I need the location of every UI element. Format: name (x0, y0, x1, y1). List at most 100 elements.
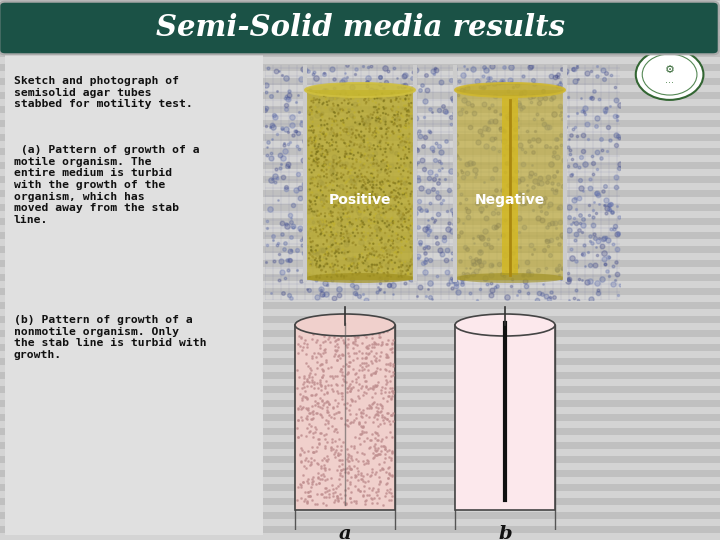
Point (315, 470, 326, 479)
Point (310, 132, 321, 141)
Point (386, 118, 397, 126)
Point (337, 116, 348, 125)
Point (307, 94, 318, 103)
Point (296, 444, 307, 453)
Point (355, 409, 366, 417)
Point (308, 377, 320, 386)
Bar (0, 379, 720, 386)
Point (381, 349, 392, 358)
Point (313, 140, 325, 149)
Point (357, 114, 369, 123)
Point (314, 341, 325, 349)
Point (389, 120, 400, 129)
Point (368, 165, 379, 174)
Point (400, 188, 412, 197)
Point (373, 449, 384, 458)
Point (326, 422, 338, 430)
Point (368, 399, 379, 407)
Point (332, 334, 343, 343)
Point (367, 184, 379, 192)
Point (368, 141, 379, 150)
Point (332, 356, 343, 364)
Point (306, 179, 318, 187)
Point (400, 205, 412, 214)
Point (322, 150, 333, 159)
Point (383, 179, 395, 188)
Point (343, 235, 355, 244)
Point (366, 384, 377, 393)
Point (395, 248, 407, 257)
Point (303, 137, 315, 145)
Point (325, 232, 336, 241)
Point (390, 247, 402, 256)
Bar (0, 533, 720, 540)
Point (336, 230, 347, 239)
Point (316, 396, 328, 404)
Point (346, 395, 357, 404)
Point (385, 372, 397, 381)
Point (347, 418, 359, 427)
Point (338, 205, 349, 214)
Bar (0, 505, 720, 512)
Point (312, 469, 323, 477)
Point (366, 343, 378, 352)
Point (390, 96, 402, 104)
Point (320, 441, 331, 450)
Point (338, 185, 349, 194)
Point (328, 404, 339, 413)
Point (341, 255, 352, 264)
Point (343, 362, 355, 370)
Point (305, 458, 317, 467)
Point (328, 170, 339, 178)
Point (380, 353, 392, 362)
Point (397, 132, 408, 141)
Point (377, 442, 389, 450)
Point (330, 496, 341, 504)
Point (371, 92, 382, 100)
Point (336, 271, 348, 279)
Point (356, 171, 368, 180)
Point (401, 91, 413, 99)
Point (392, 110, 403, 119)
Point (331, 160, 343, 169)
Bar (0, 253, 720, 260)
Point (296, 384, 307, 393)
Point (398, 245, 410, 254)
Point (315, 142, 326, 151)
Point (356, 362, 368, 371)
Point (311, 257, 323, 266)
Point (322, 398, 333, 407)
Bar (0, 372, 720, 379)
Point (365, 160, 377, 169)
Point (312, 349, 324, 358)
Point (401, 223, 413, 232)
Point (311, 95, 323, 104)
Point (390, 93, 402, 102)
Point (320, 170, 332, 179)
Point (369, 444, 380, 453)
Point (350, 241, 361, 249)
Bar (0, 295, 720, 302)
Bar (0, 141, 720, 148)
Point (367, 201, 379, 210)
Bar (0, 309, 720, 316)
Point (364, 210, 376, 219)
Point (357, 218, 369, 227)
Point (356, 448, 367, 457)
Point (344, 463, 356, 472)
Point (373, 480, 384, 488)
Point (300, 387, 311, 395)
Point (334, 105, 346, 114)
Point (302, 361, 314, 370)
Point (307, 223, 318, 232)
Point (370, 198, 382, 206)
Point (349, 396, 361, 405)
Point (388, 129, 400, 138)
Point (363, 251, 374, 260)
Point (366, 330, 378, 339)
Point (371, 415, 382, 423)
Point (400, 150, 411, 159)
Point (343, 141, 355, 150)
Point (343, 386, 355, 395)
Point (346, 166, 357, 174)
